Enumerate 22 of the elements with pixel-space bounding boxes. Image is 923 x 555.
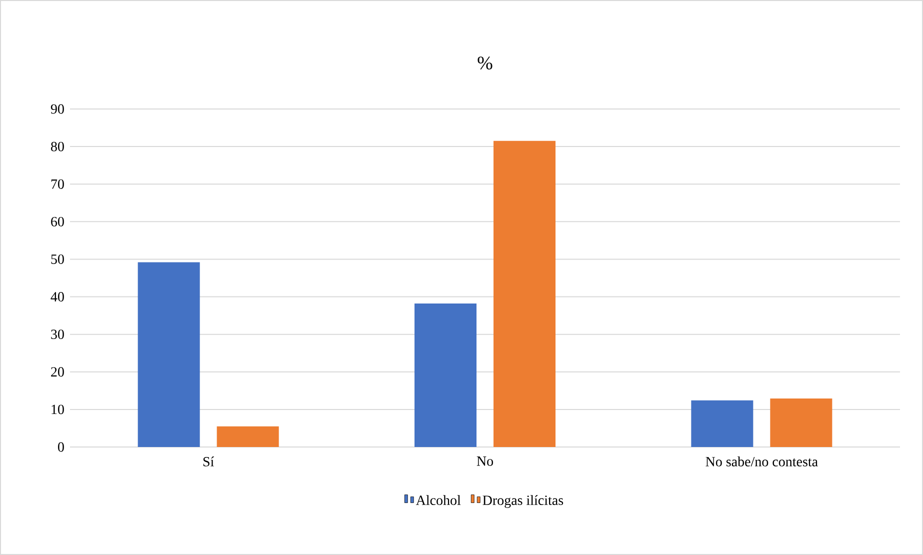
x-tick-label: No [476, 456, 494, 466]
bar [216, 426, 279, 447]
bar [494, 140, 556, 447]
y-tick-label: 80 [51, 142, 64, 152]
y-tick-label: 10 [52, 404, 64, 414]
y-tick-label: 60 [51, 216, 64, 226]
bar [138, 262, 200, 447]
bar [770, 398, 832, 447]
y-tick-label: 90 [50, 104, 64, 114]
y-tick-label: 50 [51, 254, 64, 264]
y-tick-label: 70 [51, 179, 64, 189]
legend-label: Drogas ilícitas [482, 495, 564, 508]
x-tick-label: No sabe/no contesta [706, 456, 818, 466]
legend-label: Alcohol [416, 495, 461, 506]
chart-title: % [478, 56, 492, 70]
bar [414, 304, 477, 447]
y-tick-label: 0 [58, 442, 64, 452]
y-tick-label: 40 [50, 292, 64, 302]
bar [691, 400, 754, 447]
y-tick-label: 30 [51, 330, 64, 340]
y-tick-label: 20 [51, 367, 64, 377]
x-tick-label: Sí [203, 456, 214, 466]
